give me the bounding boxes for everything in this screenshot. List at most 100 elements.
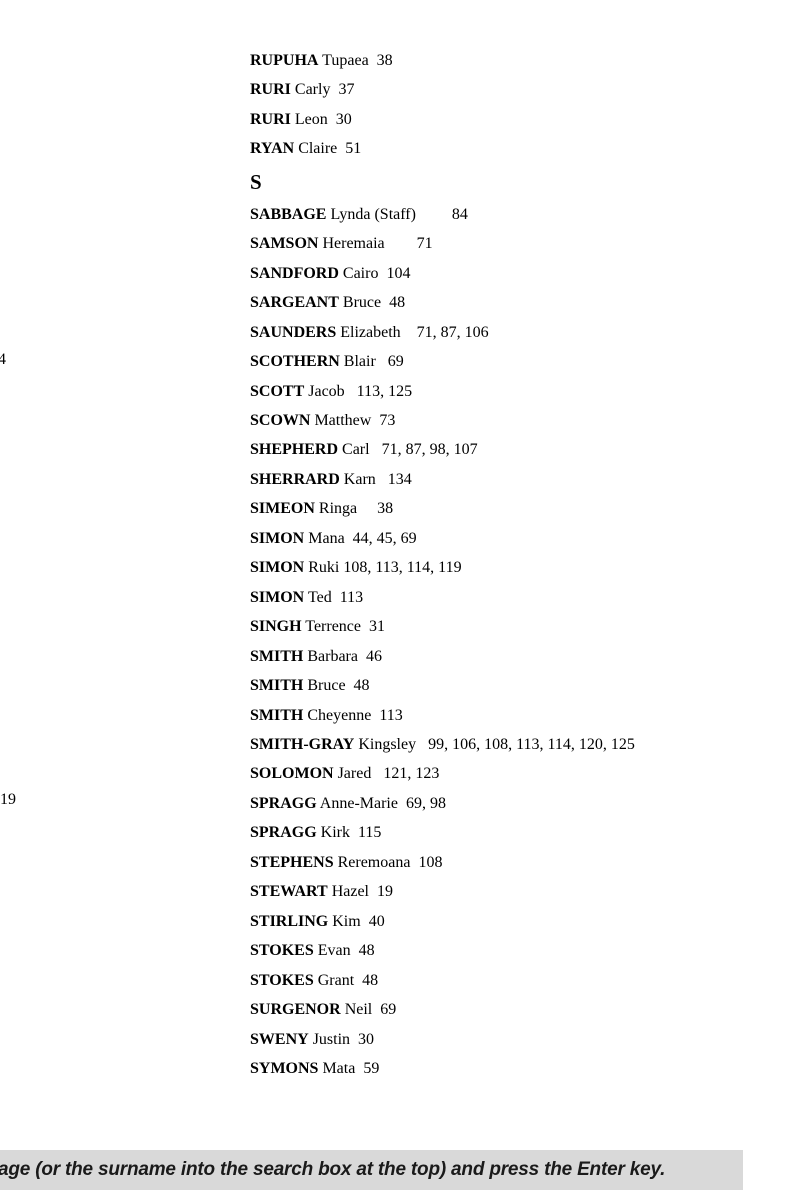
entry-surname: RUPUHA — [250, 52, 319, 69]
index-entry: RURI Carly 37 — [250, 75, 635, 104]
entry-surname: RURI — [250, 81, 291, 99]
index-entry: SHEPHERD Carl 71, 87, 98, 107 — [250, 435, 635, 464]
index-entry: SANDFORD Cairo 104 — [250, 259, 635, 288]
entry-details: Karn 134 — [339, 470, 412, 488]
index-entry: SIMEON Ringa 38 — [250, 494, 635, 523]
entry-surname: STIRLING — [250, 912, 329, 930]
entry-details: Bruce 48 — [338, 294, 406, 312]
index-entry: SIMON Ruki 108, 113, 114, 119 — [250, 553, 635, 582]
entry-surname: SABBAGE — [250, 205, 327, 223]
index-entry: SHERRARD Karn 134 — [250, 465, 635, 494]
entry-details: Bruce 48 — [303, 677, 370, 695]
entry-details: Kim 40 — [328, 912, 385, 930]
index-entry: SOLOMON Jared 121, 123 — [250, 759, 635, 788]
index-entry: SURGENOR Neil 69 — [250, 995, 635, 1024]
index-entry: SCOTHERN Blair 69 — [250, 347, 635, 376]
entry-surname: SCOWN — [250, 411, 311, 429]
entry-surname: SHEPHERD — [250, 441, 339, 459]
entry-surname: SINGH — [250, 618, 302, 636]
index-entry: SPRAGG Kirk 115 — [250, 818, 635, 847]
entry-surname: STOKES — [250, 942, 314, 960]
index-entry: STEPHENS Reremoana 108 — [250, 848, 635, 877]
entry-details: Carly 37 — [290, 81, 355, 99]
index-entry: SYMONS Mata 59 — [250, 1054, 635, 1083]
index-entry: SARGEANT Bruce 48 — [250, 288, 635, 317]
entry-details: Terrence 31 — [301, 618, 386, 636]
entry-surname: SMITH — [250, 706, 304, 724]
index-entry: SPRAGG Anne-Marie 69, 98 — [250, 789, 635, 818]
index-entry: RURI Leon 30 — [250, 105, 635, 134]
index-entry: SMITH Barbara 46 — [250, 642, 635, 671]
entry-details: Hazel 19 — [327, 883, 393, 901]
entry-details: Elizabeth 71, 87, 106 — [336, 323, 489, 341]
index-list: RUPUHA Tupaea 38 RURI Carly 37 RURI Leon 3… — [250, 46, 635, 1083]
entry-surname: SYMONS — [250, 1059, 319, 1077]
entry-details: Lynda (Staff) 84 — [326, 205, 468, 223]
entry-surname: SANDFORD — [250, 264, 339, 282]
edge-fragment-lower: 19 — [0, 791, 16, 808]
entry-surname: SMITH — [250, 647, 304, 665]
entry-details: Cairo 104 — [338, 264, 411, 282]
entry-surname: SIMON — [250, 559, 305, 577]
entry-details: Neil 69 — [340, 1001, 397, 1019]
entry-details: Evan 48 — [313, 942, 375, 960]
entry-details: Carl 71, 87, 98, 107 — [338, 441, 478, 459]
entry-details: Ted 113 — [304, 588, 364, 606]
index-entry: SABBAGE Lynda (Staff) 84 — [250, 200, 635, 229]
entry-details: Blair 69 — [339, 353, 404, 371]
section-header: S — [250, 169, 262, 194]
index-entry: SIMON Mana 44, 45, 69 — [250, 524, 635, 553]
footer-instruction-text: age (or the surname into the search box … — [0, 1159, 666, 1180]
entry-details: Mata 59 — [318, 1059, 380, 1077]
entry-details: Justin 30 — [308, 1030, 375, 1048]
index-entry: SCOWN Matthew 73 — [250, 406, 635, 435]
entry-surname: SAUNDERS — [250, 323, 337, 341]
entry-surname: SAMSON — [250, 235, 319, 253]
entry-details: Claire 51 — [294, 140, 362, 158]
index-entry: SIMON Ted 113 — [250, 583, 635, 612]
entry-surname: SCOTHERN — [250, 353, 340, 371]
entry-details: Barbara 46 — [303, 647, 382, 665]
entry-details: Jared 121, 123 — [333, 765, 440, 783]
entry-surname: SCOTT — [250, 382, 305, 400]
index-entry: RUPUHA Tupaea 38 — [250, 46, 635, 75]
entry-surname: SIMON — [250, 529, 305, 547]
entry-surname: SPRAGG — [250, 824, 317, 842]
entry-details: Tupaea 38 — [318, 52, 393, 69]
entry-details: Mana 44, 45, 69 — [304, 529, 417, 547]
index-entry: STEWART Hazel 19 — [250, 877, 635, 906]
entry-surname: SURGENOR — [250, 1001, 341, 1019]
index-entry: SCOTT Jacob 113, 125 — [250, 377, 635, 406]
entry-surname: RURI — [250, 110, 291, 128]
entry-details: Jacob 113, 125 — [304, 382, 413, 400]
index-entry: SWENY Justin 30 — [250, 1025, 635, 1054]
entry-details: Ringa 38 — [314, 500, 394, 518]
entry-surname: RYAN — [250, 140, 295, 158]
entry-details: Cheyenne 113 — [303, 706, 403, 724]
entry-details: Matthew 73 — [310, 411, 396, 429]
entry-surname: SOLOMON — [250, 765, 334, 783]
entry-surname: SMITH — [250, 677, 304, 695]
index-entry: SAUNDERS Elizabeth 71, 87, 106 — [250, 318, 635, 347]
entry-surname: SIMEON — [250, 500, 315, 518]
entry-details: Kirk 115 — [316, 824, 382, 842]
entry-surname: SARGEANT — [250, 294, 339, 312]
edge-fragment-upper: 4 — [0, 351, 6, 368]
entry-details: Grant 48 — [313, 971, 379, 989]
entry-details: Leon 30 — [290, 110, 352, 128]
entry-surname: STEWART — [250, 883, 328, 901]
entry-surname: SHERRARD — [250, 470, 340, 488]
entry-surname: STEPHENS — [250, 853, 334, 871]
entry-surname: SPRAGG — [250, 794, 317, 812]
entry-details: Reremoana 108 — [333, 853, 443, 871]
index-entry: SINGH Terrence 31 — [250, 612, 635, 641]
entry-surname: STOKES — [250, 971, 314, 989]
index-entry: RYAN Claire 51 — [250, 134, 635, 163]
entry-details: Anne-Marie 69, 98 — [316, 794, 446, 812]
index-entry: STIRLING Kim 40 — [250, 907, 635, 936]
index-entry: SMITH Cheyenne 113 — [250, 701, 635, 730]
entry-surname: SWENY — [250, 1030, 309, 1048]
index-entry: SMITH Bruce 48 — [250, 671, 635, 700]
entry-details: Kingsley 99, 106, 108, 113, 114, 120, 12… — [354, 735, 635, 753]
